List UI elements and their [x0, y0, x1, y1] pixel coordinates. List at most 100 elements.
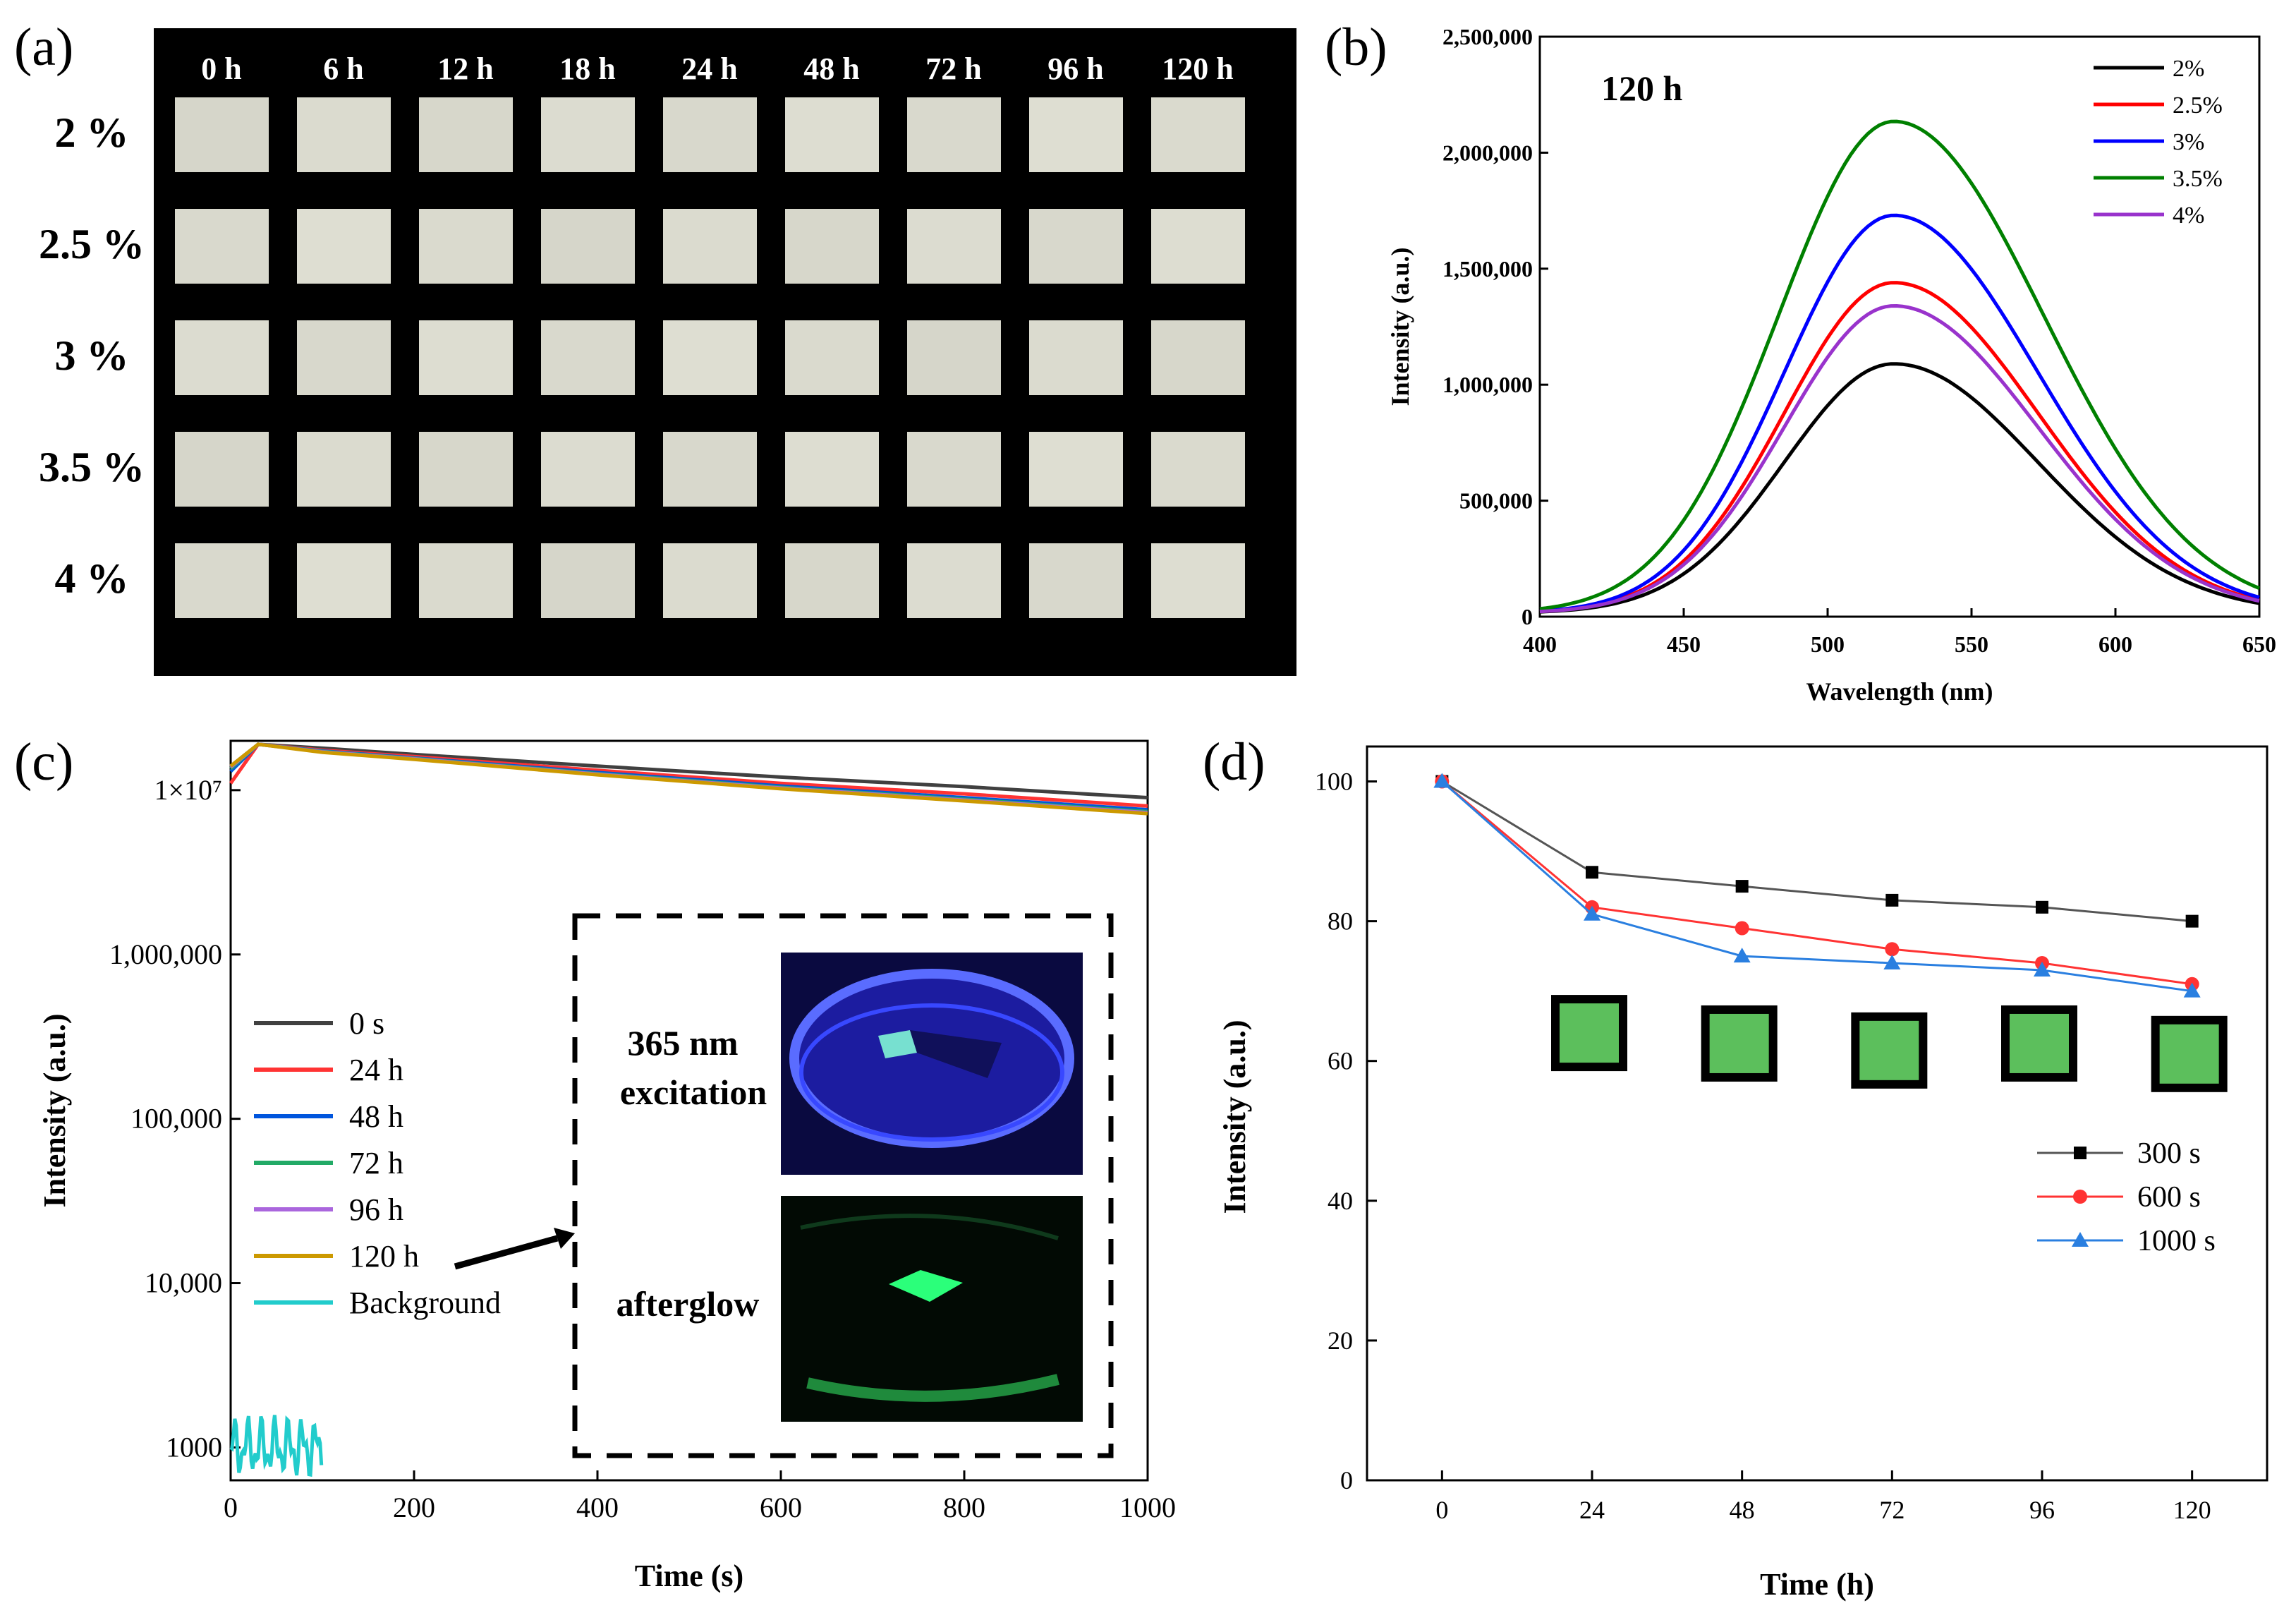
- sample-swatch: [1029, 97, 1123, 172]
- excitation-label-line1: 365 nm: [628, 1023, 739, 1063]
- panel-label-d: (d): [1203, 732, 1265, 792]
- y-tick-label: 100: [1315, 768, 1353, 796]
- time-header: 12 h: [437, 52, 493, 86]
- sample-swatch: [175, 209, 269, 284]
- y-tick-label: 1,000,000: [109, 938, 222, 970]
- x-tick-label: 800: [943, 1492, 985, 1523]
- legend-label: 48 h: [349, 1099, 403, 1134]
- data-point: [1733, 948, 1751, 963]
- uv-excitation-photo: [781, 953, 1083, 1175]
- legend-label: 3.5%: [2173, 166, 2223, 192]
- sample-swatch: [1151, 432, 1245, 507]
- legend-label: 2.5%: [2173, 92, 2223, 119]
- x-tick-label: 600: [760, 1492, 802, 1523]
- series-line-1000 s: [1441, 780, 2192, 993]
- legend: 300 s 600 s 1000 s: [2037, 1137, 2216, 1257]
- x-tick-label: 600: [2098, 631, 2132, 657]
- afterglow-label: afterglow: [616, 1284, 760, 1324]
- data-point: [1883, 955, 1901, 970]
- data-point: [1735, 921, 1749, 936]
- time-header: 0 h: [201, 52, 241, 86]
- data-point: [2072, 1232, 2089, 1247]
- x-tick-label: 24: [1579, 1496, 1605, 1524]
- data-point: [1735, 880, 1749, 893]
- arrow-head: [554, 1228, 575, 1249]
- sample-swatch: [907, 97, 1001, 172]
- sample-swatch: [541, 432, 635, 507]
- x-axis-title: Time (s): [635, 1559, 743, 1593]
- x-axis-title: Wavelength (nm): [1806, 677, 1993, 706]
- sample-swatch: [1029, 432, 1123, 507]
- data-point: [2034, 961, 2051, 977]
- sample-photo-swatch: [1551, 995, 1627, 1072]
- concentration-label: 3 %: [55, 332, 129, 379]
- data-point: [2036, 900, 2048, 914]
- legend-label: 300 s: [2137, 1137, 2201, 1170]
- y-tick-label: 40: [1328, 1187, 1353, 1215]
- sample-swatch: [297, 97, 391, 172]
- legend-label: 2%: [2173, 56, 2204, 82]
- sample-photo-swatch: [1851, 1012, 1928, 1089]
- excitation-label-line2: excitation: [620, 1072, 767, 1112]
- legend-label: 600 s: [2137, 1181, 2201, 1214]
- data-point: [1885, 893, 1899, 907]
- time-header: 48 h: [803, 52, 859, 86]
- sample-swatch: [1151, 209, 1245, 284]
- series-line-2%: [1539, 362, 2260, 614]
- sample-swatch: [785, 209, 879, 284]
- y-tick-label: 0: [1340, 1466, 1353, 1494]
- panel-c-afterglow-decay: 0 200 400 600 800 1000 1000 10,000 100,000 1,000…: [37, 739, 1176, 1593]
- panel-b-emission-spectra: 400 450 500 550 600 650 0 500,000 1,000,000 1,50…: [1386, 24, 2276, 706]
- sample-swatch: [1029, 543, 1123, 618]
- y-tick-label: 1,500,000: [1442, 256, 1533, 282]
- legend-label: 120 h: [349, 1239, 419, 1274]
- y-axis-title: Intensity (a.u.): [37, 1013, 72, 1207]
- y-tick-label: 10,000: [145, 1267, 222, 1299]
- y-tick-label: 500,000: [1459, 488, 1533, 514]
- x-tick-label: 650: [2242, 631, 2276, 657]
- series-line-3%: [1539, 213, 2260, 613]
- sample-swatch: [297, 432, 391, 507]
- sample-swatch: [907, 432, 1001, 507]
- sample-swatch: [419, 543, 513, 618]
- inset-photos: 365 nm excitation afterglow: [454, 913, 1114, 1458]
- series-line-4%: [1539, 303, 2260, 614]
- sample-photo-swatch: [2151, 1015, 2228, 1092]
- y-tick-label: 0: [1521, 604, 1533, 629]
- concentration-label: 4 %: [55, 555, 129, 602]
- sample-swatch: [175, 543, 269, 618]
- sample-swatch: [785, 97, 879, 172]
- series-line-Background: [229, 1415, 324, 1477]
- sample-swatch: [663, 97, 757, 172]
- sample-swatch: [1151, 543, 1245, 618]
- panel-d-intensity-vs-time: 0 24 48 72 96 120 0 20 40 60 80 100 Time (h) Inten…: [1217, 745, 2268, 1602]
- sample-swatch: [419, 97, 513, 172]
- time-header: 24 h: [681, 52, 737, 86]
- time-header: 18 h: [559, 52, 615, 86]
- plot-frame: [1366, 745, 2268, 1482]
- sample-swatch: [785, 432, 879, 507]
- arrow: [454, 1235, 559, 1270]
- time-header: 6 h: [323, 52, 363, 86]
- panel-label-a: (a): [14, 18, 73, 77]
- panel-label-c: (c): [14, 732, 73, 792]
- x-tick-label: 72: [1879, 1496, 1905, 1524]
- time-header: 120 h: [1162, 52, 1233, 86]
- sample-swatch: [541, 320, 635, 395]
- sample-swatch: [663, 543, 757, 618]
- sample-swatch: [541, 97, 635, 172]
- y-tick-label: 2,000,000: [1442, 140, 1533, 165]
- plot-frame: [1538, 35, 2261, 618]
- sample-photo-swatch: [1701, 1005, 1778, 1082]
- x-tick-label: 48: [1730, 1496, 1755, 1524]
- sample-photo-swatch: [2001, 1005, 2077, 1082]
- sample-swatch: [419, 320, 513, 395]
- y-tick-label: 1×10⁷: [154, 774, 222, 806]
- sample-swatch: [419, 432, 513, 507]
- inset-frame: [572, 913, 1114, 1458]
- sample-swatch: [541, 209, 635, 284]
- legend-label: Background: [349, 1286, 501, 1320]
- x-axis-title: Time (h): [1760, 1567, 1874, 1602]
- sample-swatch: [907, 320, 1001, 395]
